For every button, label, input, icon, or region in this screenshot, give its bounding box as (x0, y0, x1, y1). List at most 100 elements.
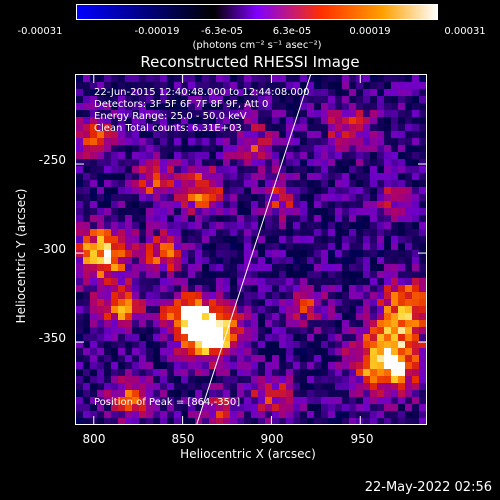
heatmap-cell (300, 418, 307, 424)
heatmap-cell (160, 292, 167, 299)
heatmap-cell (419, 404, 426, 411)
heatmap-cell (202, 341, 209, 348)
heatmap-cell (244, 82, 251, 89)
heatmap-cell (286, 110, 293, 117)
heatmap-cell (111, 355, 118, 362)
heatmap-cell (412, 313, 419, 320)
heatmap-cell (384, 257, 391, 264)
heatmap-cell (307, 145, 314, 152)
heatmap-cell (223, 173, 230, 180)
heatmap-cell (167, 334, 174, 341)
heatmap-cell (146, 208, 153, 215)
heatmap-cell (139, 278, 146, 285)
heatmap-cell (370, 264, 377, 271)
heatmap-cell (216, 243, 223, 250)
heatmap-cell (209, 292, 216, 299)
heatmap-cell (412, 285, 419, 292)
heatmap-cell (328, 355, 335, 362)
heatmap-cell (279, 334, 286, 341)
heatmap-cell (412, 397, 419, 404)
heatmap-cell (300, 96, 307, 103)
heatmap-cell (139, 341, 146, 348)
heatmap-cell (216, 96, 223, 103)
heatmap-cell (300, 369, 307, 376)
heatmap-cell (139, 215, 146, 222)
y-tick-label: -350 (38, 331, 66, 345)
heatmap-cell (342, 229, 349, 236)
heatmap-cell (321, 152, 328, 159)
heatmap-cell (370, 124, 377, 131)
heatmap-cell (174, 271, 181, 278)
heatmap-cell (83, 334, 90, 341)
heatmap-cell (356, 383, 363, 390)
heatmap-cell (349, 404, 356, 411)
heatmap-cell (405, 117, 412, 124)
heatmap-cell (174, 180, 181, 187)
heatmap-cell (167, 236, 174, 243)
heatmap-cell (293, 341, 300, 348)
plot-title: Reconstructed RHESSI Image (140, 53, 360, 71)
heatmap-cell (97, 215, 104, 222)
heatmap-cell (384, 243, 391, 250)
heatmap-cell (83, 313, 90, 320)
heatmap-cell (202, 180, 209, 187)
heatmap-cell (118, 166, 125, 173)
heatmap-cell (202, 152, 209, 159)
heatmap-cell (335, 159, 342, 166)
heatmap-cell (160, 194, 167, 201)
heatmap-cell (90, 313, 97, 320)
heatmap-cell (307, 131, 314, 138)
heatmap-cell (412, 334, 419, 341)
heatmap-cell (349, 159, 356, 166)
heatmap-cell (279, 418, 286, 424)
heatmap-cell (293, 159, 300, 166)
heatmap-cell (412, 264, 419, 271)
heatmap-cell (174, 145, 181, 152)
heatmap-cell (335, 320, 342, 327)
heatmap-cell (125, 243, 132, 250)
heatmap-cell (209, 208, 216, 215)
heatmap-cell (104, 271, 111, 278)
heatmap-cell (230, 341, 237, 348)
heatmap-cell (244, 159, 251, 166)
heatmap-cell (342, 145, 349, 152)
heatmap-cell (125, 187, 132, 194)
heatmap-cell (321, 278, 328, 285)
heatmap-cell (146, 201, 153, 208)
heatmap-cell (398, 383, 405, 390)
heatmap-cell (356, 166, 363, 173)
heatmap-cell (209, 418, 216, 424)
heatmap-cell (90, 348, 97, 355)
heatmap-cell (398, 404, 405, 411)
heatmap-cell (279, 138, 286, 145)
heatmap-cell (104, 383, 111, 390)
heatmap-cell (160, 110, 167, 117)
heatmap-cell (314, 222, 321, 229)
heatmap-cell (307, 376, 314, 383)
heatmap-cell (377, 201, 384, 208)
heatmap-cell (335, 264, 342, 271)
heatmap-cell (363, 418, 370, 424)
heatmap-cell (195, 124, 202, 131)
heatmap-cell (419, 390, 426, 397)
heatmap-cell (258, 285, 265, 292)
heatmap-cell (216, 187, 223, 194)
heatmap-cell (398, 138, 405, 145)
x-axis-label: Heliocentric X (arcsec) (180, 447, 316, 461)
heatmap-cell (160, 96, 167, 103)
heatmap-cell (391, 285, 398, 292)
heatmap-cell (342, 285, 349, 292)
heatmap-cell (349, 418, 356, 424)
heatmap-cell (265, 376, 272, 383)
heatmap-cell (412, 201, 419, 208)
heatmap-cell (384, 131, 391, 138)
heatmap-cell (335, 404, 342, 411)
heatmap-cell (195, 194, 202, 201)
info-energy-range: Energy Range: 25.0 - 50.0 keV (94, 111, 247, 122)
heatmap-cell (328, 110, 335, 117)
heatmap-cell (160, 138, 167, 145)
heatmap-cell (97, 194, 104, 201)
heatmap-cell (391, 103, 398, 110)
heatmap-cell (188, 313, 195, 320)
heatmap-cell (279, 271, 286, 278)
